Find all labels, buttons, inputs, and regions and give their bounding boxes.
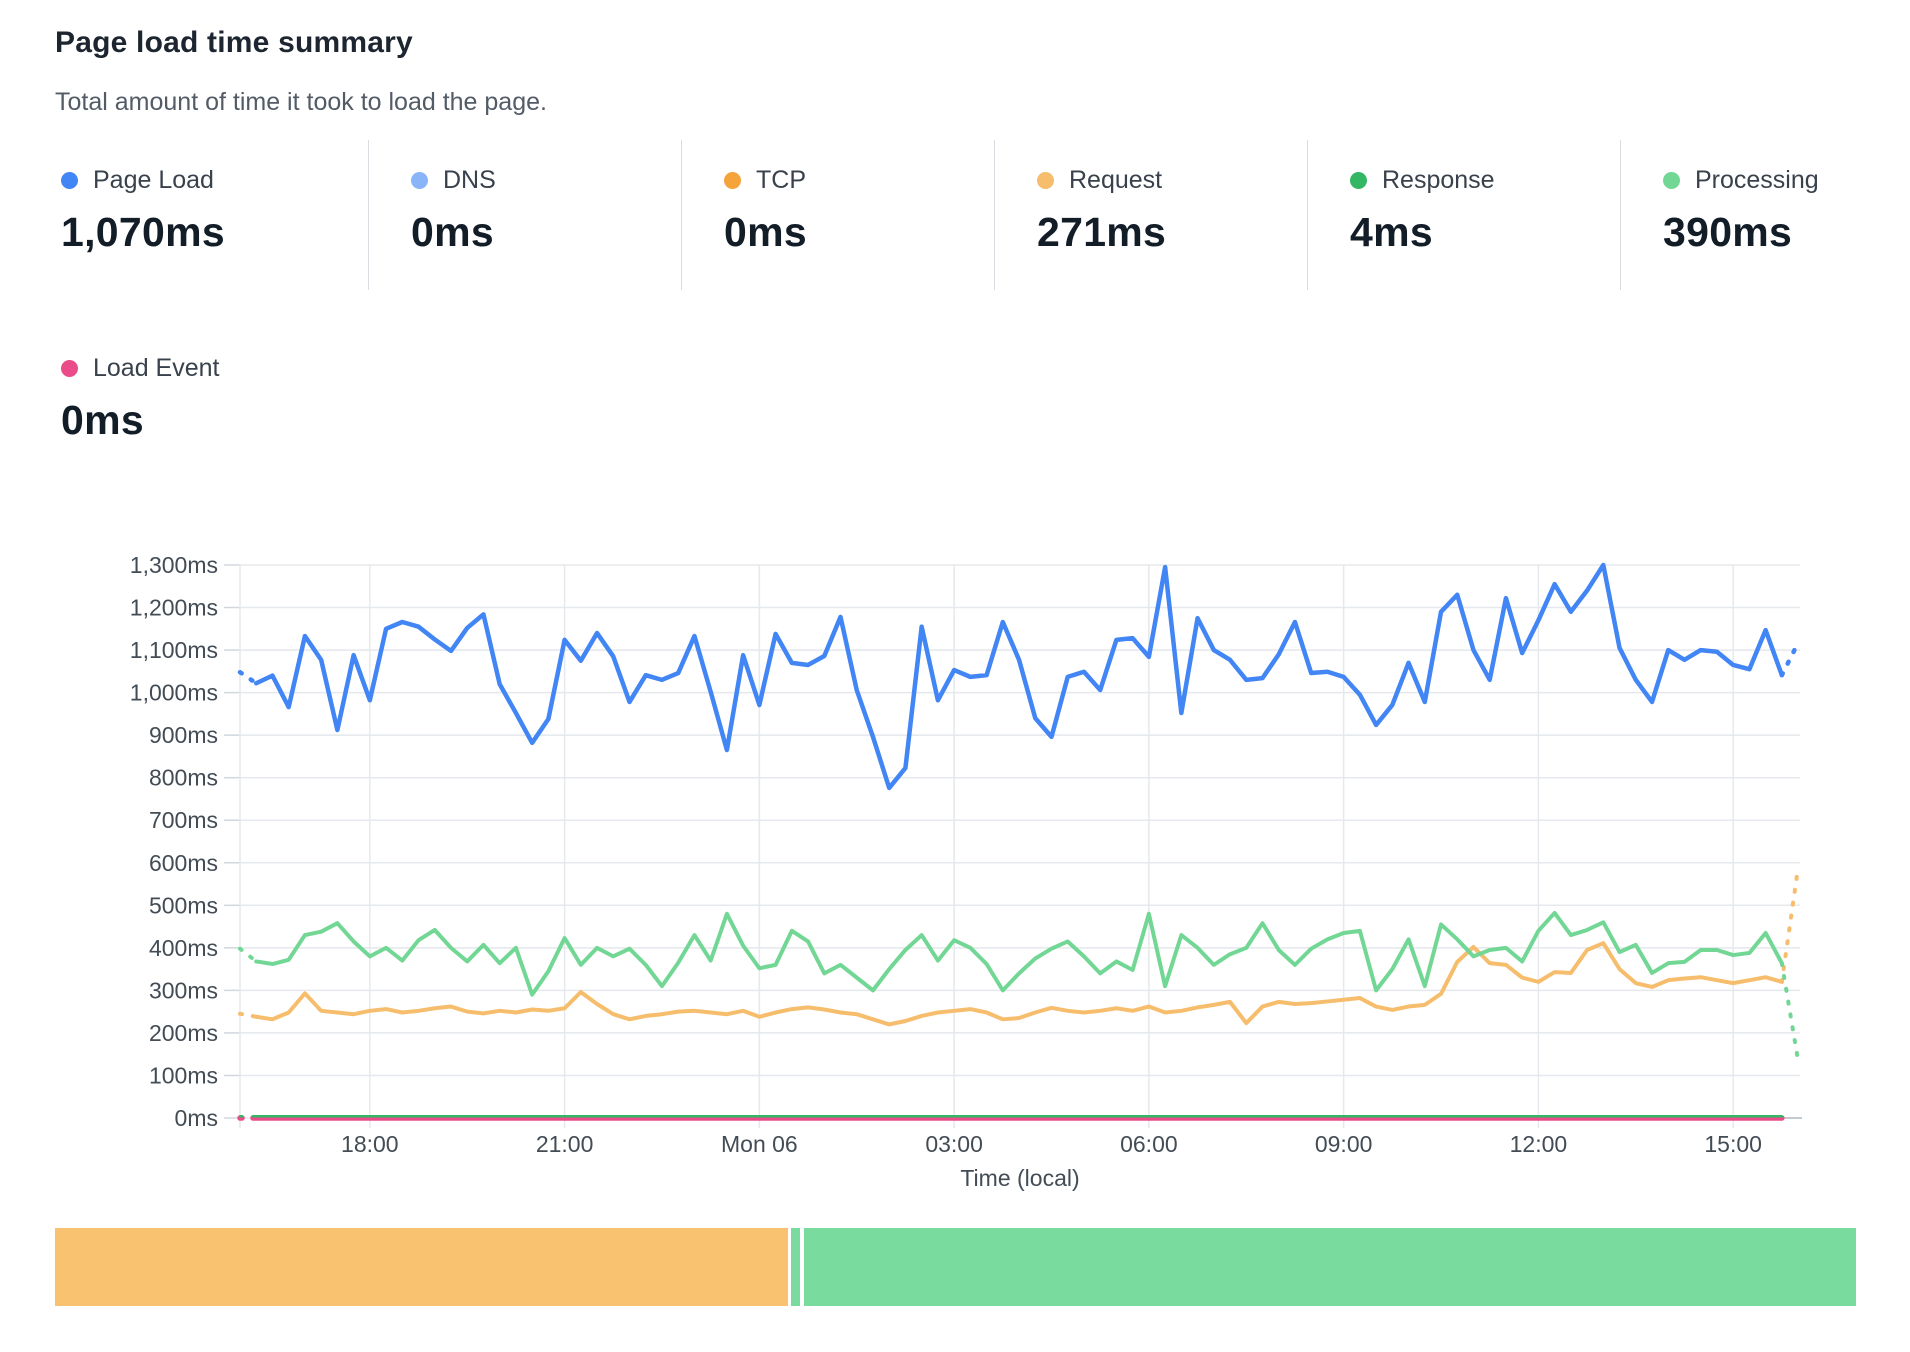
metric-tcp: TCP 0ms: [681, 140, 994, 290]
load-time-chart: 0ms 100ms 200ms 300ms 400ms 500ms 600ms 700ms 80…: [0, 440, 1910, 1220]
svg-text:1,000ms: 1,000ms: [130, 680, 218, 706]
processing-label: Processing: [1695, 166, 1819, 194]
response-legend-dot-icon: [1350, 172, 1367, 189]
metrics-row-primary: Page Load 1,070ms DNS 0ms TCP 0ms Request 271ms…: [55, 140, 1910, 290]
metrics-row-secondary: Load Event 0ms: [55, 328, 368, 478]
svg-text:09:00: 09:00: [1315, 1131, 1373, 1157]
svg-text:1,100ms: 1,100ms: [130, 637, 218, 663]
page-load-value: 1,070ms: [61, 209, 225, 255]
status-bar-segment-passing[interactable]: [791, 1228, 800, 1306]
svg-text:200ms: 200ms: [149, 1020, 218, 1046]
svg-text:500ms: 500ms: [149, 892, 218, 918]
page-load-legend-dot-icon: [61, 172, 78, 189]
metric-page-load: Page Load 1,070ms: [55, 140, 368, 290]
svg-text:600ms: 600ms: [149, 850, 218, 876]
svg-text:06:00: 06:00: [1120, 1131, 1178, 1157]
svg-text:0ms: 0ms: [175, 1105, 218, 1131]
svg-text:Time (local): Time (local): [960, 1165, 1079, 1191]
page-load-label: Page Load: [93, 166, 214, 194]
dns-value: 0ms: [411, 209, 494, 255]
svg-text:1,300ms: 1,300ms: [130, 552, 218, 578]
load-event-label: Load Event: [93, 354, 220, 382]
status-bar-segment-passing[interactable]: [804, 1228, 1856, 1306]
metric-processing: Processing 390ms: [1620, 140, 1910, 290]
processing-legend-dot-icon: [1663, 172, 1680, 189]
tcp-legend-dot-icon: [724, 172, 741, 189]
metric-request: Request 271ms: [994, 140, 1307, 290]
dns-legend-dot-icon: [411, 172, 428, 189]
svg-text:700ms: 700ms: [149, 807, 218, 833]
processing-value: 390ms: [1663, 209, 1793, 255]
metric-dns: DNS 0ms: [368, 140, 681, 290]
svg-text:400ms: 400ms: [149, 935, 218, 961]
response-label: Response: [1382, 166, 1495, 194]
request-value: 271ms: [1037, 209, 1167, 255]
load-event-legend-dot-icon: [61, 360, 78, 377]
svg-text:300ms: 300ms: [149, 977, 218, 1003]
status-bar-segment-degraded[interactable]: [55, 1228, 788, 1306]
svg-text:12:00: 12:00: [1510, 1131, 1568, 1157]
svg-text:1,200ms: 1,200ms: [130, 595, 218, 621]
svg-text:18:00: 18:00: [341, 1131, 399, 1157]
tcp-label: TCP: [756, 166, 806, 194]
svg-text:800ms: 800ms: [149, 765, 218, 791]
svg-text:100ms: 100ms: [149, 1062, 218, 1088]
metric-response: Response 4ms: [1307, 140, 1620, 290]
svg-text:15:00: 15:00: [1704, 1131, 1762, 1157]
metric-load-event: Load Event 0ms: [55, 328, 368, 478]
page-title: Page load time summary: [55, 26, 413, 59]
svg-text:21:00: 21:00: [536, 1131, 594, 1157]
tcp-value: 0ms: [724, 209, 807, 255]
page-subtitle: Total amount of time it took to load the…: [55, 88, 547, 116]
load-event-value: 0ms: [61, 397, 144, 443]
svg-text:900ms: 900ms: [149, 722, 218, 748]
status-timeline-bar: [55, 1228, 1856, 1306]
svg-text:03:00: 03:00: [925, 1131, 983, 1157]
request-legend-dot-icon: [1037, 172, 1054, 189]
load-time-chart-svg: 0ms 100ms 200ms 300ms 400ms 500ms 600ms 700ms 80…: [130, 552, 1802, 1191]
request-label: Request: [1069, 166, 1163, 194]
dns-label: DNS: [443, 166, 496, 194]
response-value: 4ms: [1350, 209, 1433, 255]
svg-text:Mon 06: Mon 06: [721, 1131, 798, 1157]
